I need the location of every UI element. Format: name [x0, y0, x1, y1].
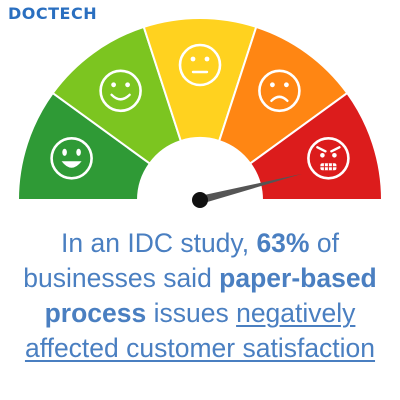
gauge-section: [248, 91, 384, 201]
gauge-section: [16, 91, 152, 201]
neutral-face-icon: [178, 43, 222, 87]
doctech-logo: DOCTECH: [8, 4, 98, 23]
caption-part3: issues: [146, 298, 237, 328]
caption-underline-phrase: negatively affected customer satisfactio…: [24, 298, 376, 363]
caption-part2: of businesses said: [23, 228, 339, 293]
gauge-section: [217, 25, 349, 165]
satisfaction-gauge: [16, 17, 384, 208]
caption-text: In an IDC study, 63% of businesses said …: [10, 226, 390, 366]
very-happy-face-icon: [50, 137, 93, 180]
gauge-hub: [192, 192, 208, 208]
angry-face-icon: [307, 137, 350, 180]
gauge-section: [51, 25, 183, 165]
gauge-needle: [199, 173, 302, 204]
caption-stat: 63%: [256, 228, 310, 258]
frowning-face-icon: [258, 69, 301, 113]
caption-part1: In an IDC study,: [61, 228, 257, 258]
smiling-face-icon: [99, 69, 142, 113]
caption-bold-phrase: paper-based process: [44, 263, 377, 328]
